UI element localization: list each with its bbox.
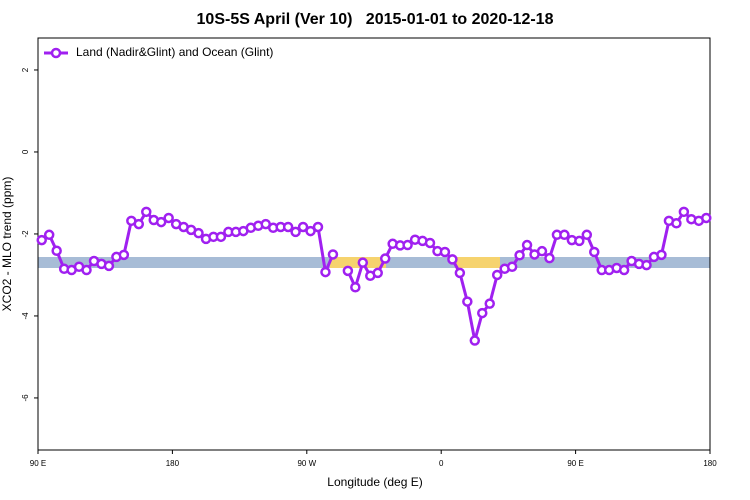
data-point bbox=[43, 229, 55, 241]
x-tick-label: 180 bbox=[703, 459, 717, 468]
data-point bbox=[215, 231, 227, 243]
data-point bbox=[402, 239, 413, 251]
data-point bbox=[81, 264, 92, 276]
data-point bbox=[350, 281, 361, 293]
data-point bbox=[51, 245, 62, 257]
data-point bbox=[559, 229, 570, 241]
data-point bbox=[424, 237, 436, 249]
data-point bbox=[477, 307, 488, 319]
data-point bbox=[133, 218, 145, 230]
data-point bbox=[439, 246, 451, 258]
legend-marker bbox=[50, 47, 62, 59]
data-point bbox=[141, 206, 152, 218]
data-point bbox=[514, 250, 525, 261]
data-point bbox=[372, 267, 383, 279]
y-tick-label: -2 bbox=[21, 230, 30, 238]
x-tick-label: 90 W bbox=[297, 459, 316, 468]
data-point bbox=[305, 225, 316, 237]
data-point bbox=[462, 296, 473, 307]
data-point bbox=[342, 265, 354, 277]
data-point bbox=[469, 335, 481, 346]
x-tick-label: 180 bbox=[166, 459, 180, 468]
data-point bbox=[379, 253, 391, 264]
data-point bbox=[357, 257, 369, 268]
data-point bbox=[589, 246, 600, 258]
y-tick-label: 0 bbox=[21, 149, 30, 154]
data-point bbox=[290, 226, 301, 238]
data-point bbox=[447, 254, 458, 265]
y-tick-label: 2 bbox=[21, 67, 30, 72]
data-point bbox=[163, 212, 174, 224]
land-band bbox=[455, 257, 500, 268]
data-point bbox=[491, 269, 503, 281]
chart-title: 10S-5S April (Ver 10) 2015-01-01 to 2020… bbox=[197, 11, 554, 28]
y-tick-label: -4 bbox=[21, 312, 30, 320]
data-point bbox=[656, 249, 667, 261]
data-point bbox=[521, 239, 533, 251]
data-point bbox=[618, 264, 630, 276]
data-point bbox=[193, 227, 204, 239]
data-point bbox=[454, 267, 466, 279]
legend-label: Land (Nadir&Glint) and Ocean (Glint) bbox=[76, 45, 273, 59]
data-point bbox=[36, 234, 47, 246]
data-point bbox=[155, 216, 167, 228]
x-tick-label: 90 E bbox=[567, 459, 583, 468]
data-point bbox=[327, 249, 339, 260]
x-tick-label: 0 bbox=[439, 459, 444, 468]
data-point bbox=[671, 218, 682, 229]
data-point bbox=[574, 235, 585, 247]
x-tick-label: 90 E bbox=[30, 459, 46, 468]
x-axis-label: Longitude (deg E) bbox=[327, 475, 422, 489]
data-point bbox=[701, 212, 712, 224]
data-point bbox=[641, 259, 652, 271]
data-point bbox=[678, 206, 690, 218]
data-point bbox=[536, 245, 548, 257]
data-point bbox=[282, 221, 294, 233]
data-point bbox=[581, 229, 593, 241]
data-point bbox=[506, 261, 518, 273]
data-point bbox=[103, 260, 115, 272]
data-point bbox=[297, 221, 309, 233]
data-point bbox=[544, 252, 555, 264]
y-tick-label: -6 bbox=[21, 394, 30, 402]
data-point bbox=[118, 249, 130, 261]
y-axis-label: XCO2 - MLO trend (ppm) bbox=[0, 177, 14, 312]
data-point bbox=[312, 221, 324, 233]
plot-frame bbox=[37, 37, 711, 451]
data-point bbox=[320, 266, 331, 278]
data-point bbox=[484, 298, 495, 309]
